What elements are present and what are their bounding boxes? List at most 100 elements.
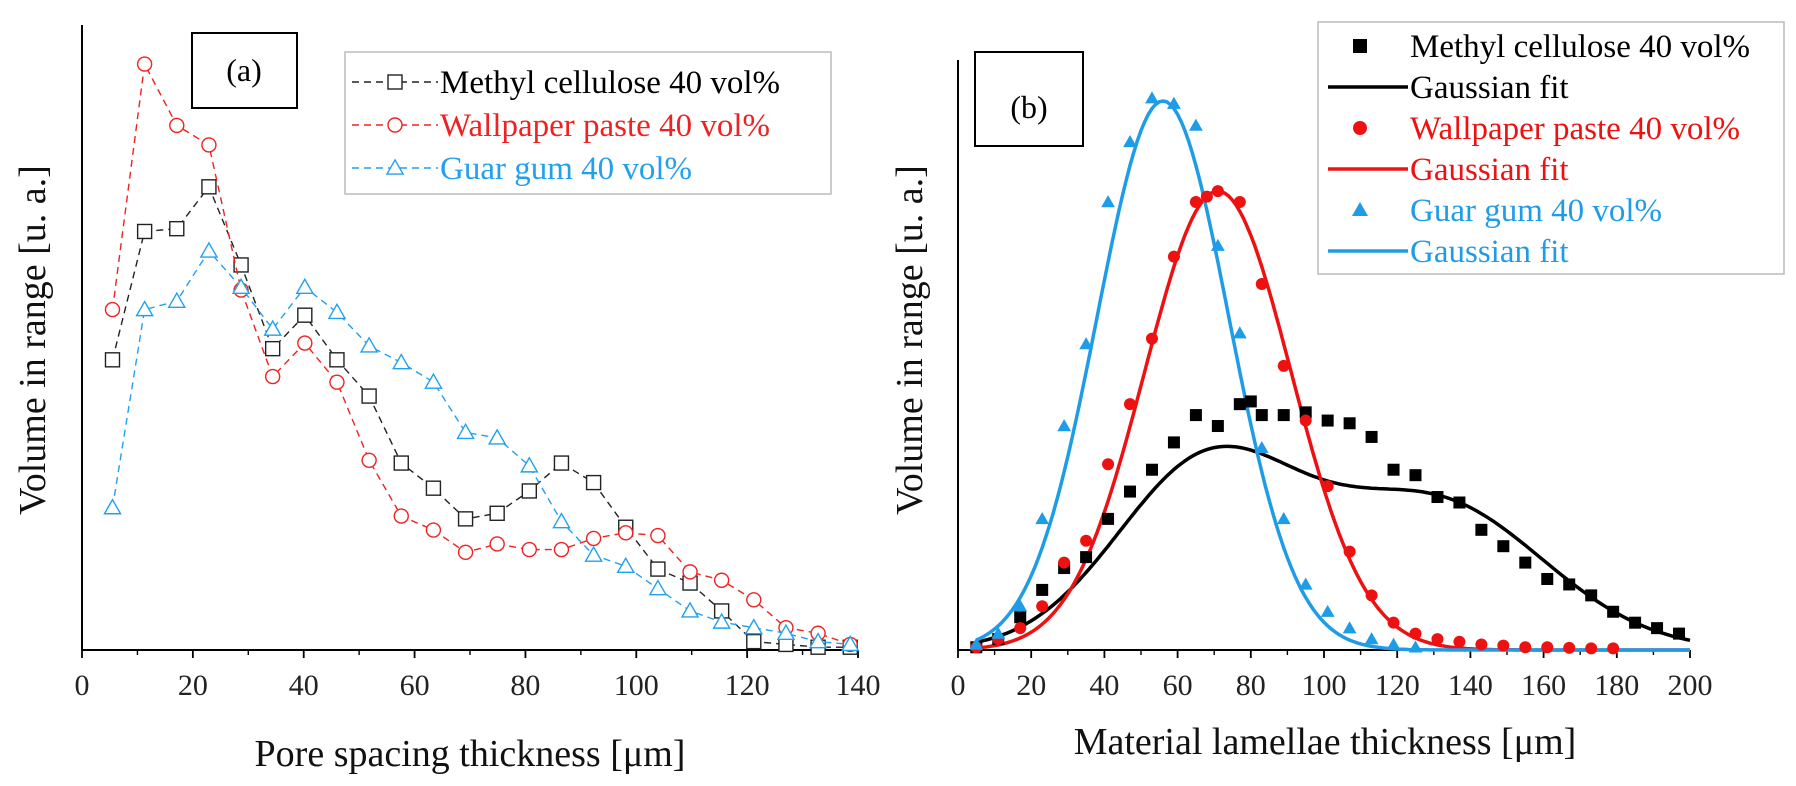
x-tick-label: 20 — [1016, 669, 1046, 702]
data-point — [585, 530, 602, 547]
data-point — [969, 637, 984, 650]
data-point — [489, 536, 505, 552]
data-point — [1254, 440, 1269, 454]
panel-label-a: (a) — [226, 52, 262, 88]
data-point — [103, 498, 122, 515]
x-tick-label: 0 — [951, 669, 966, 702]
data-point — [1255, 277, 1268, 290]
legend-box-b — [1317, 21, 1785, 275]
x-tick-label: 40 — [1089, 669, 1119, 702]
data-point — [1145, 463, 1158, 476]
data-point — [1541, 572, 1554, 585]
series-group-b — [969, 91, 1686, 655]
data-point — [746, 633, 762, 650]
legend-a: Methyl cellulose 40 vol% Wallpaper paste … — [344, 51, 832, 195]
data-point — [457, 544, 474, 561]
data-point — [393, 455, 409, 471]
data-point — [680, 601, 700, 618]
data-point — [1431, 491, 1444, 504]
data-point — [1101, 195, 1115, 208]
y-axis-title-b: Volume in range [u. a.] — [889, 165, 931, 515]
data-point — [1232, 326, 1247, 339]
data-point — [1387, 616, 1400, 629]
data-point — [1365, 430, 1378, 443]
data-point — [1277, 359, 1290, 372]
x-tick-label: 180 — [1594, 669, 1639, 702]
data-point — [264, 340, 281, 357]
x-tick-label: 100 — [614, 669, 659, 702]
data-point — [361, 452, 377, 468]
data-point — [650, 527, 666, 544]
data-point — [1343, 545, 1356, 558]
data-point — [1244, 395, 1257, 408]
data-point — [1585, 589, 1598, 602]
series-group-a — [103, 56, 860, 655]
data-point — [1255, 409, 1268, 422]
legend-box-a — [344, 51, 832, 195]
legend-marker — [1353, 121, 1367, 135]
data-point — [1200, 190, 1213, 203]
data-point — [648, 579, 668, 596]
data-point — [1453, 496, 1466, 509]
chart-panel-b: 0 20 40 60 80 100 120 140 160 180 200 Volume in ra… — [889, 21, 1785, 763]
x-axis-title-a: Pore spacing thickness [μm] — [255, 733, 686, 775]
data-point — [1014, 611, 1027, 624]
x-tick-label: 60 — [400, 669, 430, 702]
data-point — [1080, 551, 1093, 564]
legend-b: Methyl cellulose 40 vol% Gaussian fit Wall… — [1317, 21, 1785, 275]
data-point — [1364, 632, 1379, 645]
data-point — [520, 456, 539, 473]
data-point — [712, 612, 731, 629]
data-point — [457, 511, 474, 527]
data-point — [1189, 409, 1202, 422]
data-point — [553, 455, 570, 471]
data-point — [169, 117, 185, 134]
data-point — [231, 277, 251, 295]
data-point — [618, 525, 634, 541]
data-point — [297, 307, 313, 323]
data-point — [744, 618, 764, 635]
data-point — [425, 480, 442, 496]
data-point — [1210, 238, 1225, 251]
data-point — [104, 301, 121, 318]
legend-marker — [387, 117, 403, 133]
data-point — [264, 368, 281, 385]
data-point — [1014, 622, 1027, 635]
x-tick-label: 40 — [289, 669, 319, 702]
data-point — [1342, 621, 1357, 634]
data-point — [552, 512, 571, 529]
data-point — [1080, 534, 1093, 547]
legend-label: Gaussian fit — [1410, 70, 1569, 106]
data-point — [1497, 540, 1510, 553]
data-point — [1673, 627, 1686, 640]
data-point — [1607, 605, 1620, 618]
x-tick-label: 200 — [1668, 669, 1713, 702]
x-ticks-a: 0 20 40 60 80 100 120 140 — [75, 650, 881, 702]
data-point — [104, 352, 121, 368]
legend-label: Guar gum 40 vol% — [440, 151, 692, 187]
data-point — [1585, 642, 1598, 655]
data-point — [650, 561, 666, 577]
series-line-0 — [111, 185, 851, 648]
data-point — [1343, 417, 1356, 430]
data-point — [1057, 419, 1072, 432]
data-point — [1409, 627, 1422, 640]
data-point — [1124, 485, 1137, 498]
legend-label: Methyl cellulose 40 vol% — [1410, 29, 1750, 65]
series-line-2 — [111, 249, 851, 646]
data-point — [1497, 639, 1510, 652]
data-point — [1167, 250, 1180, 263]
data-point — [1386, 637, 1401, 650]
x-tick-label: 80 — [1236, 669, 1266, 702]
data-point — [1541, 641, 1554, 654]
data-point — [1145, 332, 1158, 345]
data-point — [584, 545, 603, 562]
data-point — [585, 474, 602, 491]
data-point — [1365, 589, 1378, 602]
data-point — [1189, 196, 1202, 209]
data-point — [616, 556, 636, 574]
data-point — [295, 277, 315, 295]
data-point — [1475, 523, 1488, 536]
data-point — [1189, 118, 1203, 131]
data-point — [553, 541, 570, 558]
